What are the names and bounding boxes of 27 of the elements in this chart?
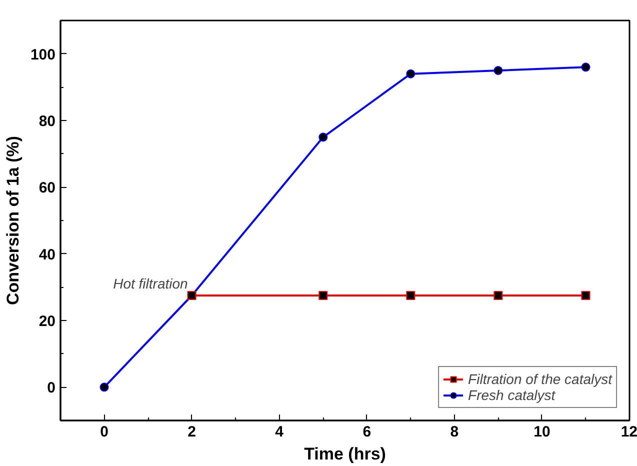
- y-tick-label: 0: [47, 380, 56, 397]
- y-tick-label: 100: [30, 46, 56, 64]
- x-tick-label: 12: [620, 424, 637, 440]
- y-axis-title: Conversion of 1a (%): [3, 136, 22, 306]
- point: [581, 62, 590, 72]
- x-tick-label: 8: [450, 424, 459, 440]
- x-tick-label: 2: [188, 424, 196, 440]
- x-axis-title: Time (hrs): [304, 444, 386, 464]
- x-tick-label: 6: [362, 424, 372, 440]
- legend-label: Fresh catalyst: [468, 387, 556, 403]
- point: [581, 291, 590, 300]
- point: [406, 69, 416, 78]
- legend-label: Filtration of the catalyst: [468, 371, 612, 387]
- y-tick-label: 20: [38, 313, 56, 330]
- y-tick-label: 60: [38, 180, 56, 197]
- point: [318, 291, 328, 300]
- annotation: Hot filtration: [113, 276, 188, 292]
- y-tick-label: 80: [38, 113, 56, 130]
- point: [406, 291, 416, 300]
- x-tick-label: 4: [275, 424, 284, 440]
- point: [100, 382, 109, 392]
- y-tick-label: 40: [38, 246, 56, 264]
- x-tick-label: 0: [100, 424, 108, 440]
- x-tick-label: 10: [534, 424, 550, 440]
- point: [494, 291, 503, 300]
- point: [494, 66, 503, 75]
- point: [318, 132, 328, 142]
